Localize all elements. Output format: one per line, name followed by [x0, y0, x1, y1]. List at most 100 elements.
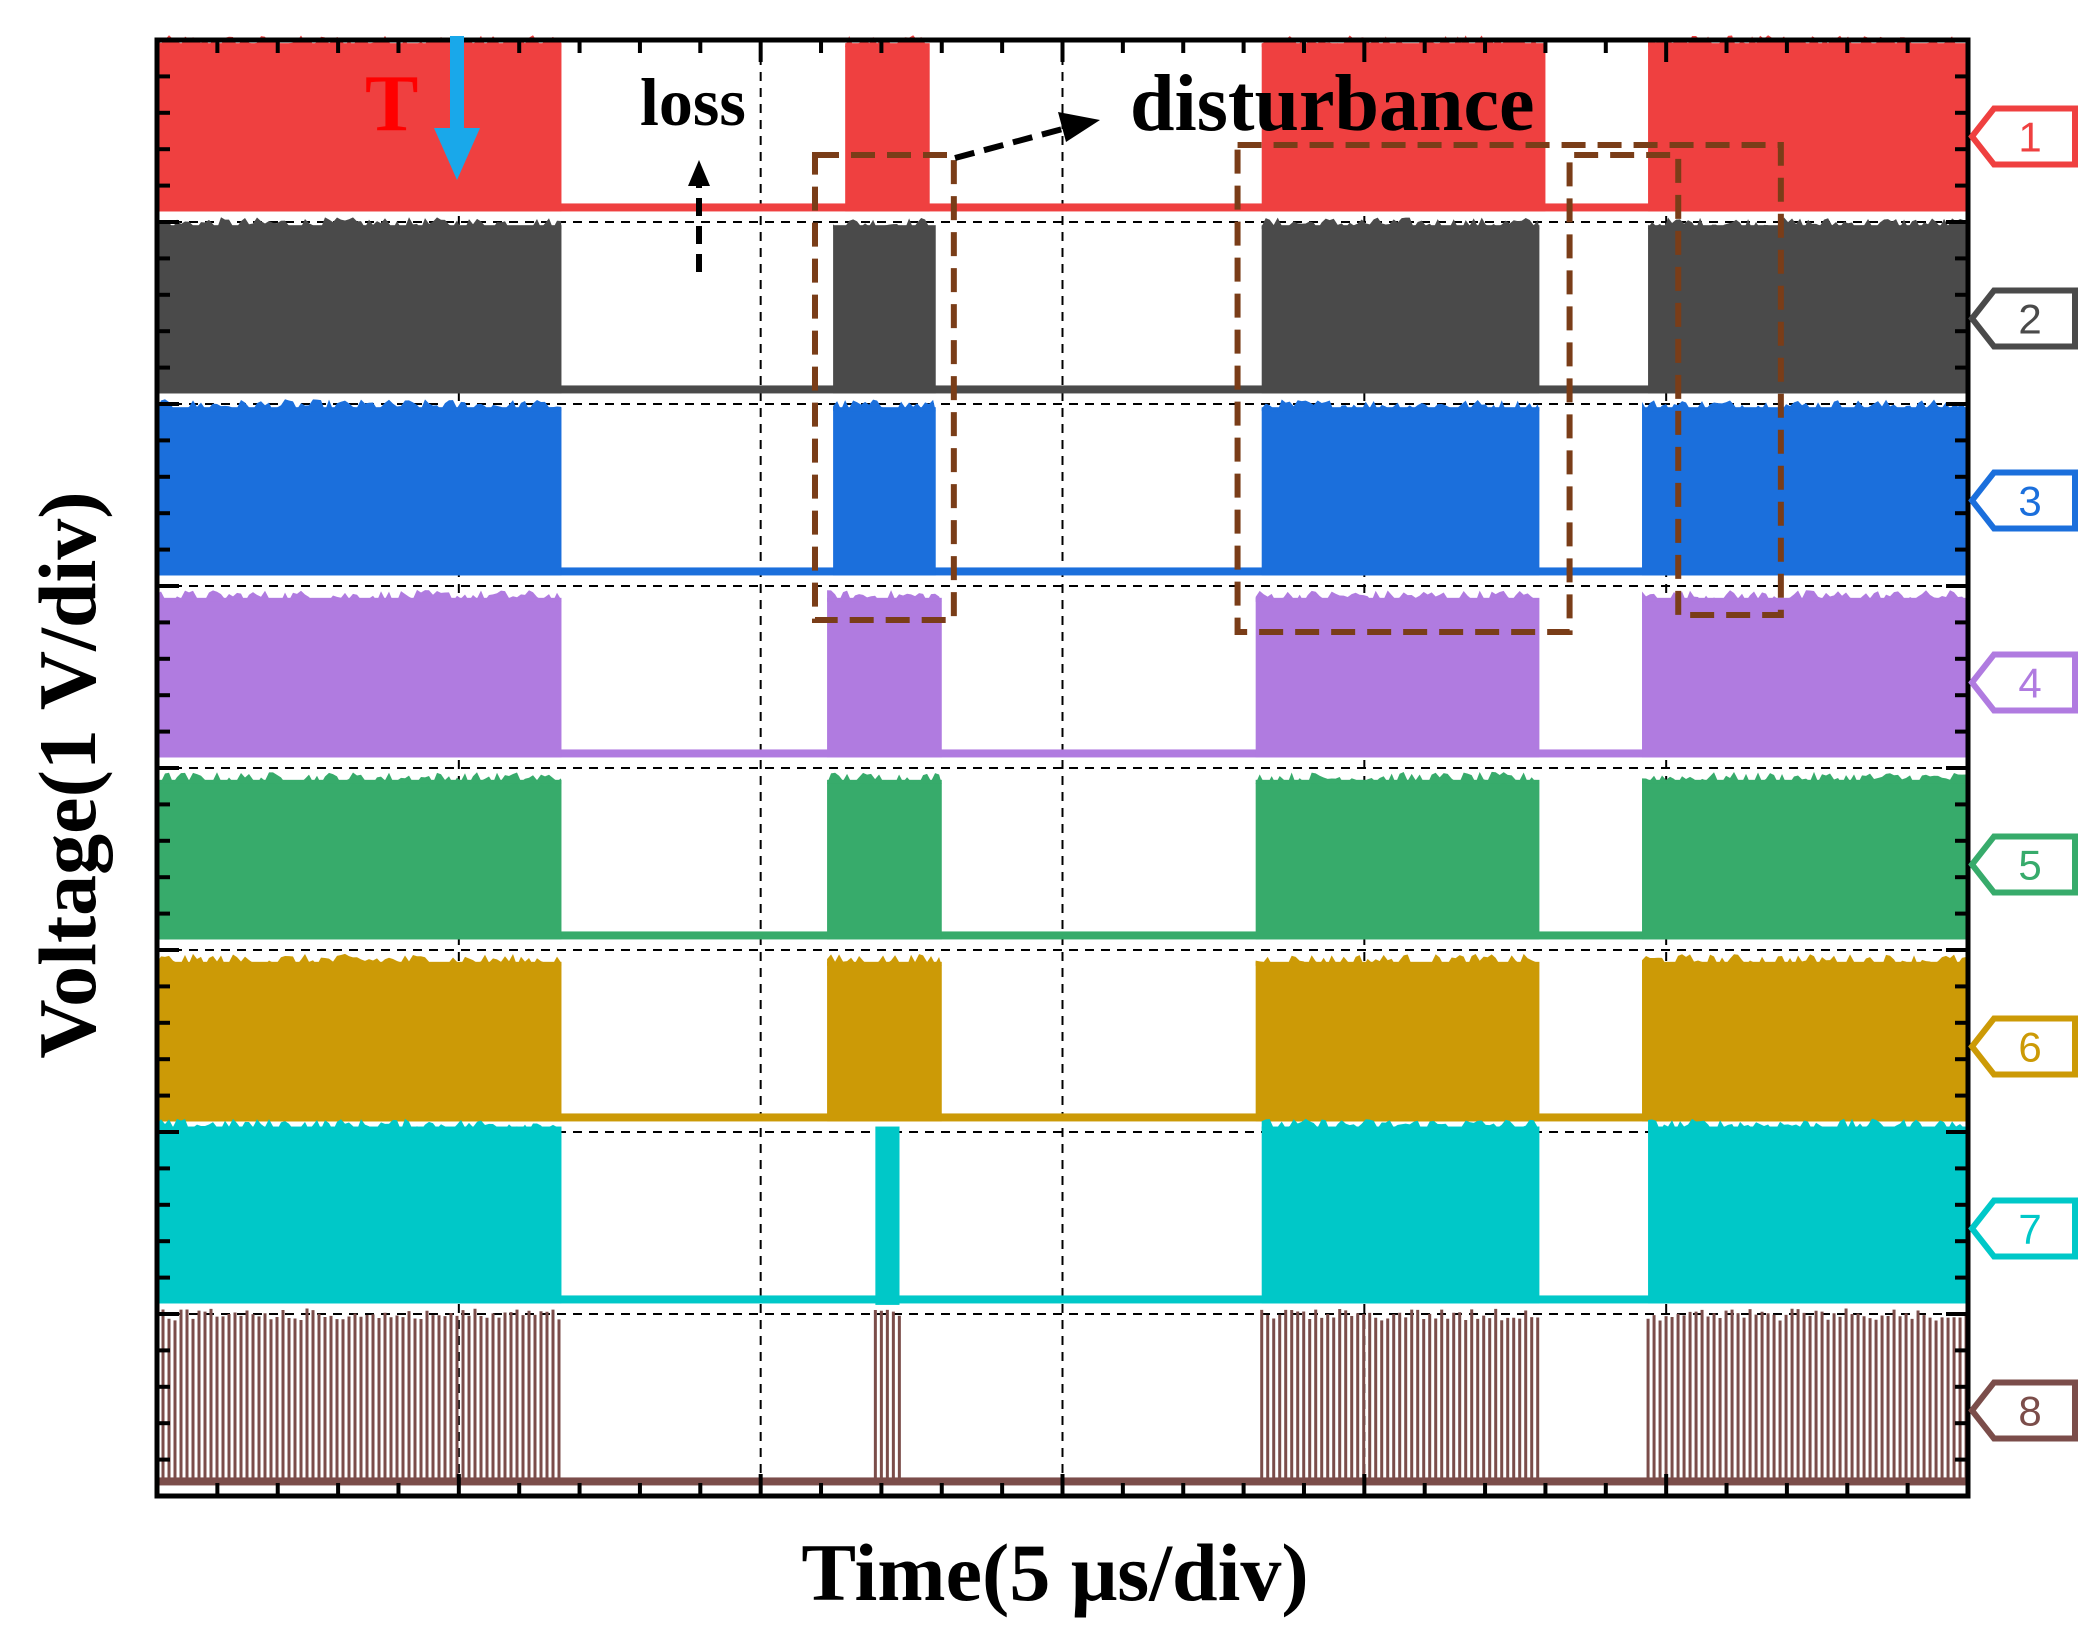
channel-7-baseline	[157, 1295, 1968, 1304]
channel-6-trace	[157, 953, 1968, 1122]
loss-annotation: loss	[640, 64, 746, 140]
channel-2-marker-shape	[1968, 287, 2078, 350]
channel-4-trace	[157, 589, 1968, 758]
channel-2-trace	[157, 217, 1968, 394]
channel-7-noise	[157, 1118, 562, 1131]
channel-5-burst	[157, 779, 562, 940]
channel-5-baseline	[157, 931, 1968, 940]
channel-2-burst	[1648, 225, 1968, 394]
channel-5-marker: 5	[1968, 833, 2078, 896]
channel-markers: 1 2 3 4 5 6 7 8	[1968, 105, 2078, 1442]
channel-3-noise	[1261, 399, 1540, 412]
channel-7-marker-label: 7	[2018, 1205, 2041, 1252]
disturbance-arrow-icon	[954, 112, 1100, 161]
channel-6-burst	[1642, 961, 1968, 1122]
channel-6-burst	[827, 961, 942, 1122]
channel-6-baseline	[157, 1113, 1968, 1122]
channel-1-marker: 1	[1968, 105, 2078, 168]
channel-6-noise	[1255, 953, 1540, 966]
channel-3-noise	[157, 399, 562, 412]
plot-frame	[154, 37, 1971, 1499]
channel-7-burst	[1261, 1126, 1540, 1304]
channel-1-burst	[845, 43, 930, 212]
channel-7-trace	[157, 1118, 1968, 1305]
channel-4-marker-label: 4	[2018, 659, 2041, 706]
channel-1-marker-label: 1	[2018, 113, 2041, 160]
channel-3-marker-label: 3	[2018, 477, 2041, 524]
channel-7-burst	[1648, 1126, 1968, 1304]
channel-3-burst	[833, 407, 936, 576]
x-axis-label: Time(5 μs/div)	[801, 1527, 1308, 1618]
channel-2-burst	[157, 225, 562, 394]
channel-5-marker-shape	[1968, 833, 2078, 896]
channel-5-burst	[1642, 779, 1968, 940]
trigger-label: T	[365, 60, 418, 148]
channel-2-noise	[833, 217, 936, 230]
channel-5-burst	[1255, 779, 1540, 940]
channel-1-burst	[1648, 43, 1968, 212]
channel-2-burst	[1261, 225, 1540, 394]
channel-6-marker-label: 6	[2018, 1023, 2041, 1070]
channel-1-burst	[157, 43, 562, 212]
channel-2-marker: 2	[1968, 287, 2078, 350]
channel-1-baseline	[157, 203, 1968, 212]
traces	[155, 35, 1968, 1486]
channel-4-marker-shape	[1968, 651, 2078, 714]
channel-2-noise	[157, 217, 562, 230]
y-axis-label: Voltage(1 V/div)	[22, 491, 113, 1058]
channel-6-noise	[827, 954, 942, 966]
channel-7-burst	[157, 1126, 562, 1304]
highlight-box-1	[811, 152, 957, 623]
channel-1-trace	[157, 35, 1968, 212]
channel-7-noise	[1648, 1118, 1968, 1131]
channel-3-burst	[1642, 407, 1968, 576]
channel-4-noise	[1255, 590, 1540, 602]
channel-6-marker-shape	[1968, 1015, 2078, 1078]
channel-2-noise	[1261, 217, 1540, 230]
channel-2-marker-label: 2	[2018, 295, 2041, 342]
loss-arrow-icon	[688, 160, 710, 272]
channel-7-glitch	[875, 1126, 900, 1305]
disturbance-annotation: disturbance	[1130, 60, 1535, 148]
channel-6-burst	[157, 961, 562, 1122]
channel-3-trace	[157, 399, 1968, 576]
trigger-arrow-icon	[434, 36, 480, 180]
channel-2-noise	[1648, 217, 1968, 230]
channel-4-burst	[157, 597, 562, 758]
channel-5-noise	[157, 772, 562, 784]
channel-5-trace	[157, 771, 1968, 940]
channel-4-burst	[1255, 597, 1540, 758]
channel-6-burst	[1255, 961, 1540, 1122]
channel-3-baseline	[157, 567, 1968, 576]
channel-3-burst	[157, 407, 562, 576]
channel-4-burst	[1642, 597, 1968, 758]
channel-5-noise	[1255, 771, 1540, 784]
channel-3-noise	[833, 399, 936, 412]
channel-1-burst	[1261, 43, 1546, 212]
channel-7-noise	[1261, 1118, 1540, 1131]
channel-4-baseline	[157, 749, 1968, 758]
channel-5-noise	[1642, 771, 1968, 784]
highlight-boxes	[811, 142, 1784, 635]
channel-3-burst	[1261, 407, 1540, 576]
highlight-box-2	[1234, 142, 1784, 635]
channel-4-noise	[1642, 590, 1968, 602]
channel-5-marker-label: 5	[2018, 841, 2041, 888]
channel-6-noise	[157, 953, 562, 966]
channel-2-burst	[833, 225, 936, 394]
channel-5-noise	[827, 772, 942, 784]
channel-7-marker: 7	[1968, 1197, 2078, 1260]
channel-4-noise	[157, 589, 562, 602]
channel-4-burst	[827, 597, 942, 758]
channel-1-marker-shape	[1968, 105, 2078, 168]
channel-3-marker: 3	[1968, 469, 2078, 532]
channel-6-noise	[1642, 954, 1968, 966]
channel-6-marker: 6	[1968, 1015, 2078, 1078]
channel-4-noise	[827, 590, 942, 602]
channel-3-marker-shape	[1968, 469, 2078, 532]
channel-8-marker-label: 8	[2018, 1387, 2041, 1434]
channel-7-marker-shape	[1968, 1197, 2078, 1260]
channel-8-marker: 8	[1968, 1379, 2078, 1442]
channel-3-noise	[1642, 399, 1968, 412]
